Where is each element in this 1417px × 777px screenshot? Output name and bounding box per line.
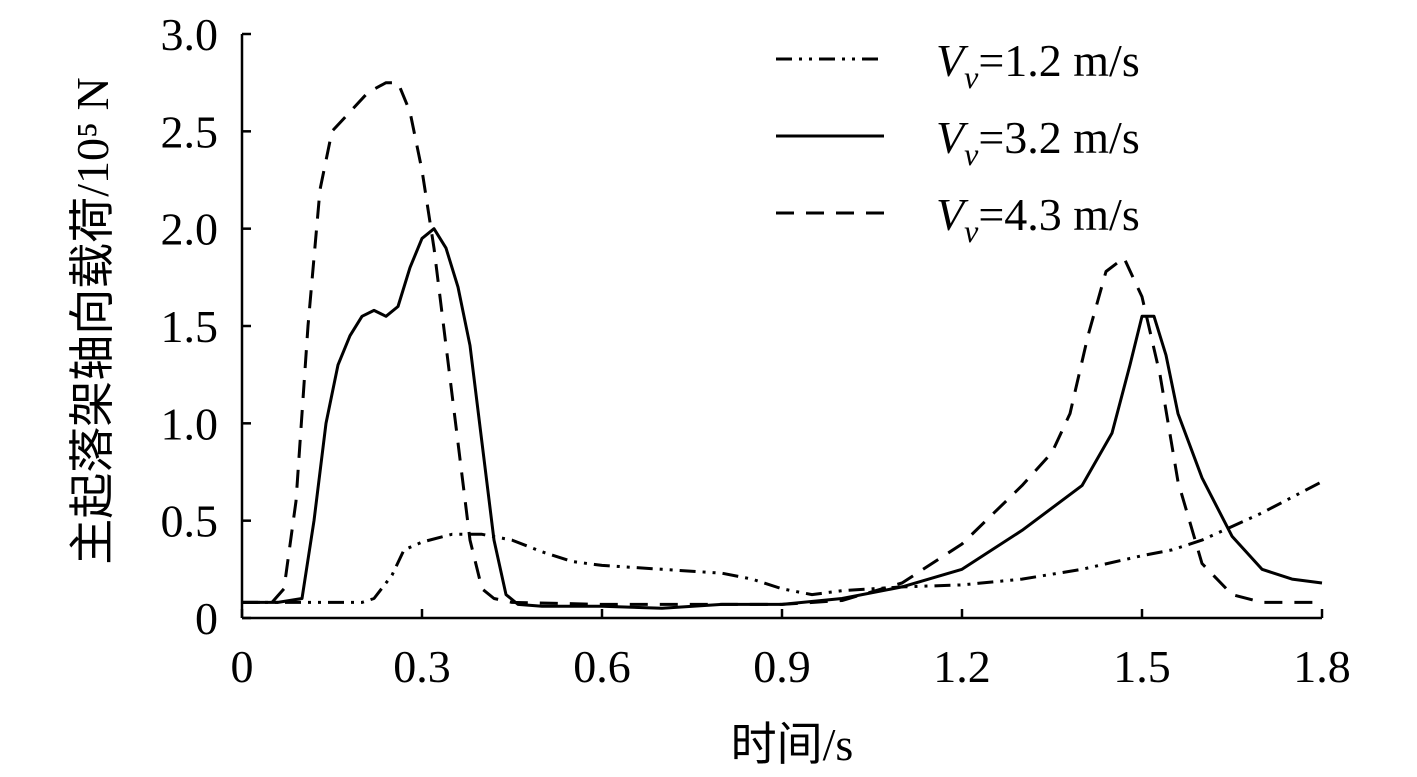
legend-value: =3.2 m/s xyxy=(978,112,1139,163)
legend-subscript: v xyxy=(964,213,979,249)
x-tick-label: 0.9 xyxy=(753,641,811,692)
y-tick-label: 0 xyxy=(195,593,218,644)
x-tick-label: 1.5 xyxy=(1113,641,1171,692)
legend-label-3: Vv=4.3 m/s xyxy=(936,189,1140,249)
legend-label-1: Vv=1.2 m/s xyxy=(936,35,1140,95)
legend: Vv=1.2 m/sVv=3.2 m/sVv=4.3 m/s xyxy=(776,35,1140,249)
y-tick-label: 2.5 xyxy=(161,106,219,157)
legend-value: =4.3 m/s xyxy=(978,189,1139,240)
x-axis-title: 时间/s xyxy=(731,719,854,770)
y-ticks: 0 0.5 1.0 1.5 2.0 2.5 3.0 xyxy=(161,9,251,644)
series-line-1 xyxy=(242,480,1323,604)
legend-label-2: Vv=3.2 m/s xyxy=(936,112,1140,172)
y-tick-label: 2.0 xyxy=(161,204,219,255)
x-tick-label: 1.8 xyxy=(1293,641,1351,692)
series-layer xyxy=(242,81,1323,610)
x-tick-label: 0.3 xyxy=(393,641,451,692)
legend-subscript: v xyxy=(964,136,979,172)
y-tick-label: 3.0 xyxy=(161,9,219,60)
x-tick-label: 0.6 xyxy=(573,641,631,692)
y-tick-label: 1.0 xyxy=(161,398,219,449)
y-tick-label: 1.5 xyxy=(161,301,219,352)
x-ticks: 0 0.3 0.6 0.9 1.2 1.5 1.8 xyxy=(231,609,1351,692)
series-line-3 xyxy=(242,81,1322,606)
y-axis-title: 主起落架轴向载荷/10⁵ N xyxy=(67,77,118,565)
x-tick-label: 0 xyxy=(231,641,254,692)
legend-symbol: V xyxy=(936,189,969,240)
x-tick-label: 1.2 xyxy=(933,641,991,692)
legend-symbol: V xyxy=(936,112,969,163)
y-tick-label: 0.5 xyxy=(161,496,219,547)
series-line-2 xyxy=(242,227,1323,610)
legend-value: =1.2 m/s xyxy=(978,35,1139,86)
legend-symbol: V xyxy=(936,35,969,86)
legend-subscript: v xyxy=(964,59,979,95)
